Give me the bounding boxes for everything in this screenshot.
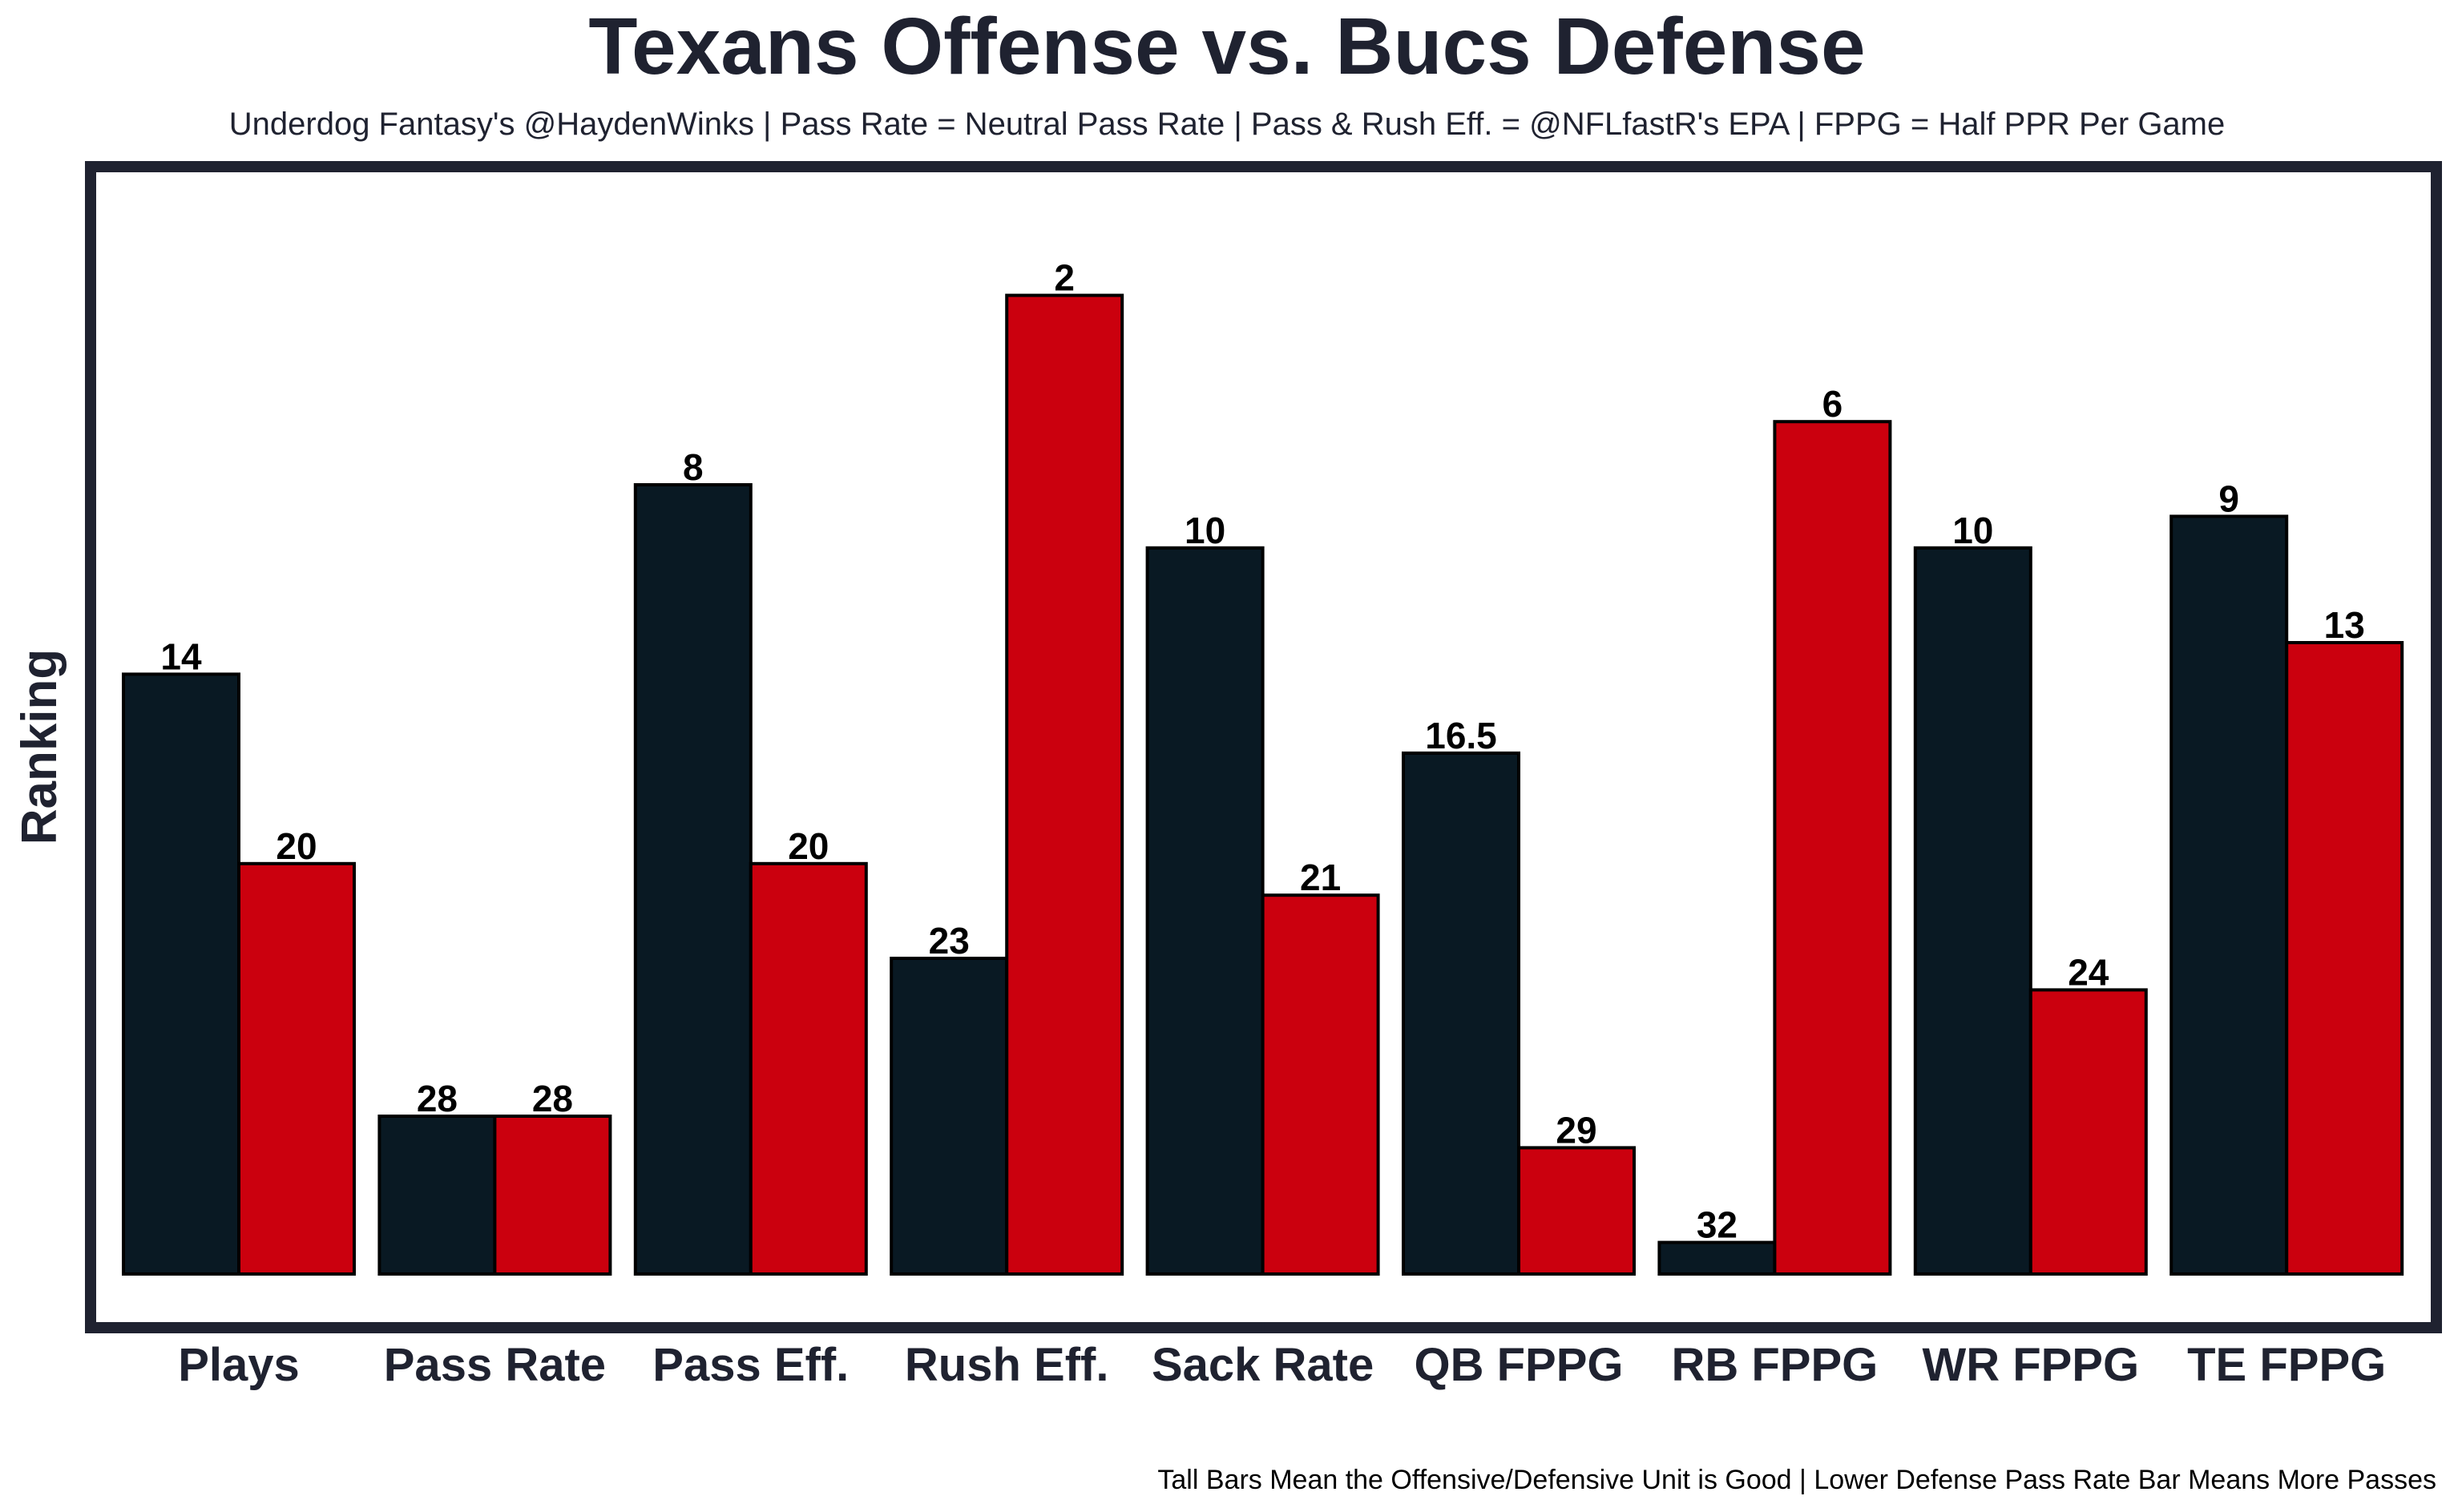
value-label-offense-rush-eff: 23 <box>929 920 970 962</box>
bar-offense-rush-eff <box>890 957 1009 1276</box>
bar-offense-rb-fppg <box>1657 1240 1777 1276</box>
value-label-defense-rb-fppg: 6 <box>1822 383 1843 425</box>
value-label-defense-te-fppg: 13 <box>2324 604 2365 646</box>
bar-defense-pass-rate <box>493 1115 612 1276</box>
value-label-defense-sack-rate: 21 <box>1300 857 1341 898</box>
value-label-offense-sack-rate: 10 <box>1185 510 1225 551</box>
x-tick-label-rush-eff: Rush Eff. <box>905 1339 1109 1391</box>
y-axis-label: Ranking <box>12 649 67 845</box>
value-label-offense-wr-fppg: 10 <box>1952 510 1993 551</box>
value-label-offense-qb-fppg: 16.5 <box>1425 715 1497 756</box>
value-label-defense-pass-eff: 20 <box>788 825 829 867</box>
value-label-defense-qb-fppg: 29 <box>1556 1109 1596 1151</box>
x-axis-tick-labels: Plays Pass Rate Pass Eff. Rush Eff. Sack Rat… <box>178 1339 2386 1391</box>
value-label-offense-pass-rate: 28 <box>417 1078 458 1119</box>
x-tick-label-pass-eff: Pass Eff. <box>652 1339 849 1391</box>
bar-offense-plays <box>122 672 240 1276</box>
bar-defense-rb-fppg <box>1773 420 1892 1276</box>
value-label-offense-plays: 14 <box>160 635 202 677</box>
x-tick-label-wr-fppg: WR FPPG <box>1922 1339 2139 1391</box>
value-label-defense-plays: 20 <box>276 825 317 867</box>
bar-defense-plays <box>237 861 356 1276</box>
bar-defense-pass-eff <box>749 861 868 1276</box>
bar-defense-wr-fppg <box>2028 988 2148 1276</box>
value-label-offense-rb-fppg: 32 <box>1697 1204 1738 1246</box>
value-label-defense-rush-eff: 2 <box>1054 257 1075 299</box>
x-tick-label-sack-rate: Sack Rate <box>1152 1339 1374 1391</box>
value-label-defense-wr-fppg: 24 <box>2068 951 2109 993</box>
value-label-defense-pass-rate: 28 <box>532 1078 573 1119</box>
bar-defense-te-fppg <box>2285 641 2404 1276</box>
bar-offense-qb-fppg <box>1402 751 1520 1276</box>
x-axis-ticks <box>237 1322 2289 1333</box>
footnote: Tall Bars Mean the Offensive/Defensive U… <box>1157 1465 2436 1495</box>
x-tick-label-te-fppg: TE FPPG <box>2187 1339 2386 1391</box>
bar-offense-pass-eff <box>633 483 753 1276</box>
value-label-offense-pass-eff: 8 <box>683 446 704 488</box>
x-tick-label-plays: Plays <box>178 1339 300 1391</box>
bar-offense-wr-fppg <box>1913 546 2032 1276</box>
value-labels-layer: 14 20 28 28 8 20 23 2 10 21 16.5 29 32 6 10 24 9 13 <box>160 257 2364 1246</box>
bar-offense-pass-rate <box>377 1115 497 1276</box>
bar-offense-te-fppg <box>2169 514 2289 1276</box>
x-tick-label-rb-fppg: RB FPPG <box>1671 1339 1878 1391</box>
chart-subtitle: Underdog Fantasy's @HaydenWinks | Pass R… <box>229 107 2226 142</box>
chart-title: Texans Offense vs. Bucs Defense <box>588 2 1865 91</box>
value-label-offense-te-fppg: 9 <box>2218 478 2239 519</box>
bar-defense-qb-fppg <box>1517 1146 1636 1276</box>
x-tick-label-pass-rate: Pass Rate <box>384 1339 606 1391</box>
bars-layer <box>122 293 2404 1276</box>
bar-offense-sack-rate <box>1145 546 1265 1276</box>
x-tick-label-qb-fppg: QB FPPG <box>1414 1339 1623 1391</box>
bar-defense-rush-eff <box>1005 293 1124 1276</box>
bar-defense-sack-rate <box>1261 893 1380 1276</box>
